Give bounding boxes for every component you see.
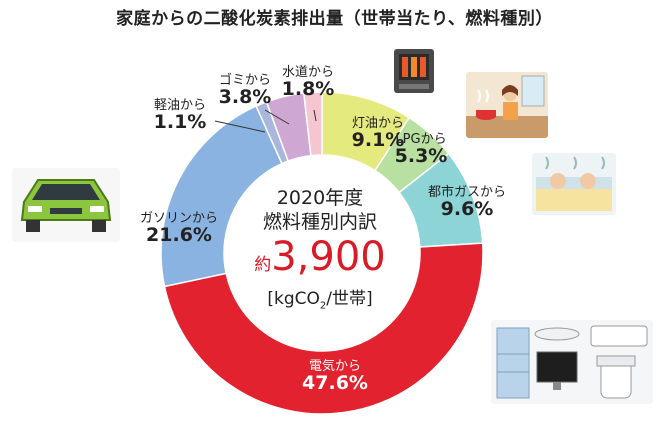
leader-line-suido xyxy=(313,109,317,122)
pie-slice-3 xyxy=(163,242,484,415)
slice-label-gasoline: ガソリンから 21.6% xyxy=(139,211,218,246)
slice-label-keiyu: 軽油から 1.1% xyxy=(153,98,207,133)
leader-line-keiyu xyxy=(214,120,266,133)
appliances-icon xyxy=(491,320,653,404)
slice-label-gomi: ゴミから 3.8% xyxy=(218,73,272,108)
center-subtitle: 燃料種別内訳 xyxy=(262,211,377,233)
leader-line-gomi xyxy=(264,109,290,125)
slice-label-toshigas: 都市ガスから 9.6% xyxy=(427,185,506,220)
chart-title: 家庭からの二酸化炭素排出量（世帯当たり、燃料種別） xyxy=(116,9,553,29)
center-year: 2020年度 xyxy=(276,187,364,209)
slice-label-suido: 水道から 1.8% xyxy=(281,65,335,100)
cooking-scene-icon xyxy=(466,72,548,138)
slice-label-toyu: 灯油から 9.1% xyxy=(351,116,405,151)
bath-scene-icon xyxy=(532,153,616,215)
center-total: 約3,900 xyxy=(235,234,405,288)
pie-slice-7 xyxy=(302,91,323,157)
car-icon xyxy=(12,168,120,242)
center-total-value: 3,900 xyxy=(271,234,386,280)
center-total-prefix: 約 xyxy=(254,255,272,275)
slice-label-lpg: LPGから 5.3% xyxy=(394,132,448,167)
stove-icon xyxy=(394,49,434,93)
chart-center-summary: 2020年度 燃料種別内訳 約3,900 [kgCO2/世帯] xyxy=(235,186,405,317)
center-unit: [kgCO2/世帯] xyxy=(267,289,373,312)
slice-label-denki: 電気から 47.6% xyxy=(302,359,368,394)
